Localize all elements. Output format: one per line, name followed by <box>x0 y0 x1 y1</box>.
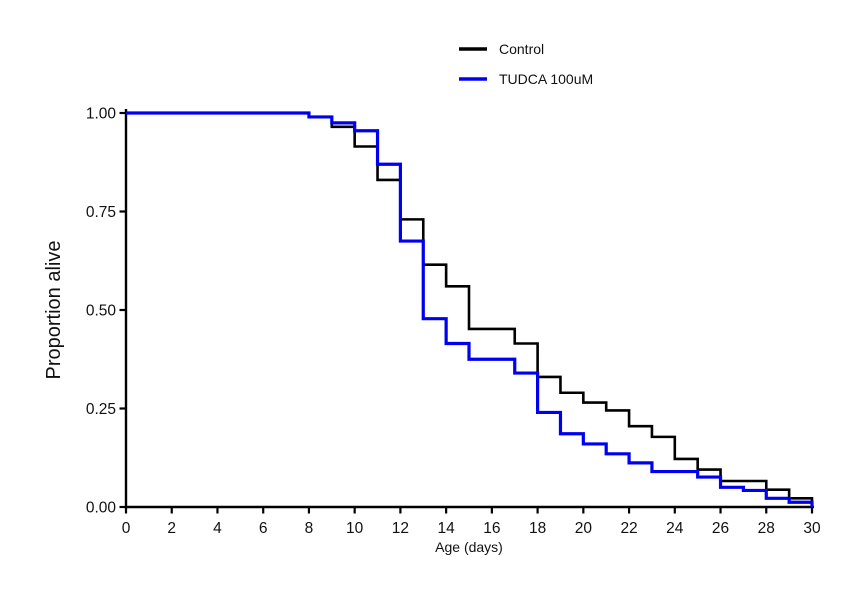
legend-label-0: Control <box>499 41 544 57</box>
x-tick-label: 20 <box>575 520 593 537</box>
legend: Control TUDCA 100uM <box>459 41 593 87</box>
y-tick-label: 0.75 <box>86 204 116 221</box>
x-tick-label: 24 <box>666 520 684 537</box>
x-tick-label: 0 <box>122 520 131 537</box>
x-tick-label: 16 <box>483 520 500 537</box>
survival-curves <box>126 111 814 507</box>
y-axis-title: Proportion alive <box>43 241 65 380</box>
x-tick-label: 28 <box>758 520 775 537</box>
x-axis-title: Age (days) <box>435 539 503 555</box>
x-tick-label: 30 <box>803 520 821 537</box>
x-tick-label: 22 <box>620 520 637 537</box>
y-tick-label: 0.50 <box>86 303 117 320</box>
x-tick-label: 6 <box>259 520 268 537</box>
x-tick-label: 10 <box>346 520 364 537</box>
curve-tudca-100um <box>126 111 814 507</box>
x-tick-label: 18 <box>529 520 546 537</box>
legend-label-1: TUDCA 100uM <box>499 71 593 87</box>
x-tick-label: 4 <box>213 520 222 537</box>
y-tick-label: 0.00 <box>86 500 117 517</box>
legend-item-control: Control <box>459 41 544 57</box>
axes: 0 2 4 6 8 10 12 14 16 18 20 22 24 26 28 300.000.250.500… <box>86 106 821 538</box>
x-tick-label: 26 <box>712 520 729 537</box>
legend-item-tudca: TUDCA 100uM <box>459 71 593 87</box>
y-tick-label: 1.00 <box>86 106 117 123</box>
curve-control <box>126 111 814 507</box>
x-tick-label: 12 <box>392 520 409 537</box>
x-tick-label: 2 <box>167 520 176 537</box>
x-tick-label: 14 <box>438 520 456 537</box>
x-tick-label: 8 <box>305 520 314 537</box>
y-tick-label: 0.25 <box>86 401 116 418</box>
